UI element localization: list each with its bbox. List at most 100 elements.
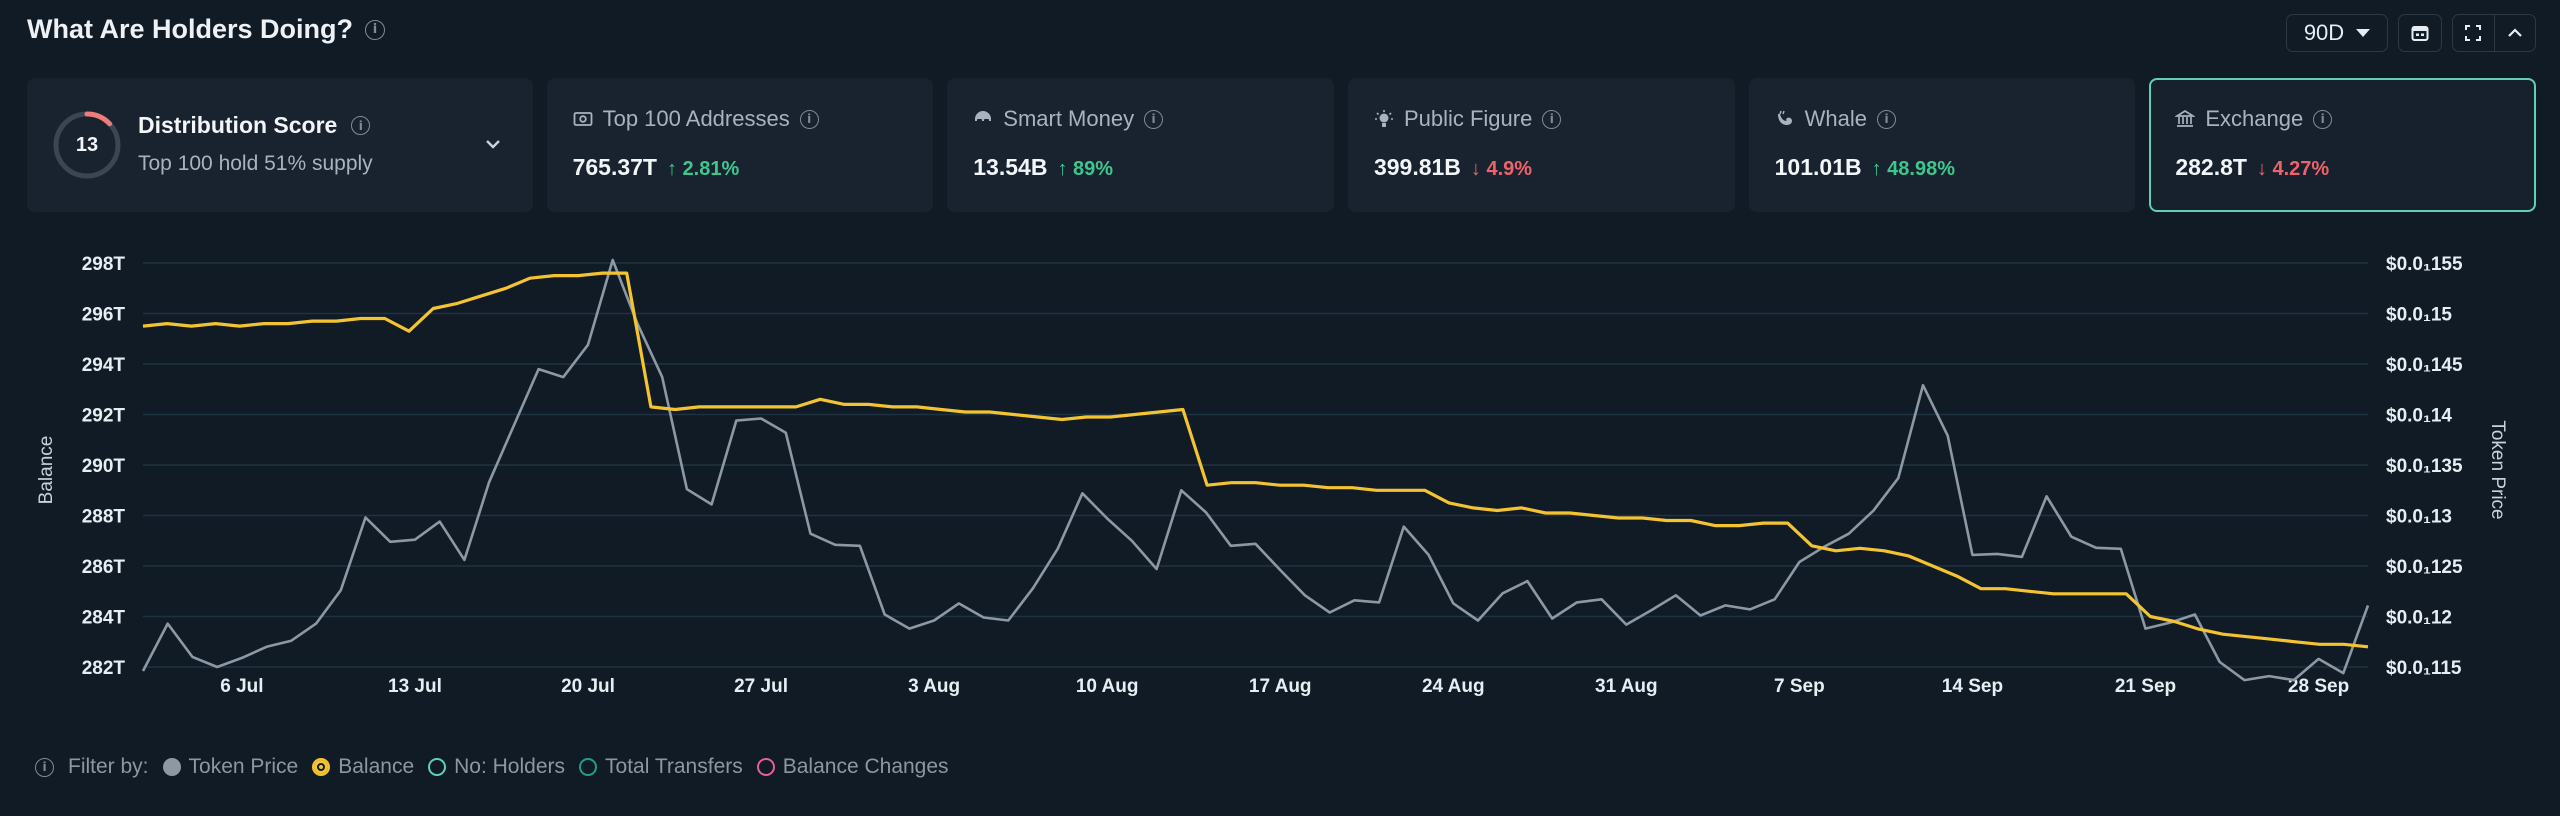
chart-controls: 90D: [2286, 14, 2536, 52]
change-down: ↓ 4.27%: [2257, 158, 2329, 181]
distribution-score-value: 13: [75, 133, 99, 156]
legend-item-balance-changes[interactable]: Balance Changes: [756, 755, 949, 779]
card-smart-money[interactable]: Smart Money i 13.54B ↑ 89%: [947, 78, 1334, 212]
y2-tick-label: $0.0₁15: [2386, 305, 2452, 326]
legend-item-balance[interactable]: Balance: [312, 755, 414, 779]
x-tick-label: 10 Aug: [1076, 676, 1139, 697]
info-icon[interactable]: i: [1144, 109, 1164, 129]
legend-item-no-holders[interactable]: No: Holders: [428, 755, 565, 779]
holder-cards: 13 Distribution Score i Top 100 hold 51%…: [27, 78, 2537, 212]
card-header: Smart Money i: [973, 106, 1308, 132]
legend-item-token-price[interactable]: Token Price: [162, 755, 299, 779]
x-tick-label: 17 Aug: [1249, 676, 1312, 697]
card-value-row: 399.81B ↓ 4.9%: [1374, 154, 1709, 181]
x-tick-label: 6 Jul: [220, 676, 263, 697]
y2-tick-label: $0.0₁155: [2386, 254, 2463, 275]
card-label: Smart Money: [1003, 106, 1135, 131]
calendar-icon: [2411, 26, 2429, 41]
chart-legend: i Filter by: Token Price Balance No: Hol…: [35, 755, 949, 779]
info-icon[interactable]: i: [35, 757, 54, 777]
legend-label: Token Price: [188, 755, 299, 778]
distribution-subtitle: Top 100 hold 51% supply: [138, 152, 373, 175]
y2-tick-label: $0.0₁115: [2386, 658, 2462, 679]
fullscreen-icon: [2465, 25, 2482, 41]
info-icon[interactable]: i: [799, 109, 819, 129]
card-change: 48.98%: [1887, 158, 1956, 180]
y-tick-label: 298T: [82, 254, 126, 275]
y2-tick-label: $0.0₁135: [2386, 456, 2463, 477]
y-tick-label: 284T: [82, 608, 126, 629]
change-down: ↓ 4.9%: [1471, 158, 1532, 181]
balance-chart[interactable]: 282T $0.0₁115 284T $0.0₁12 286T $0.0₁125 288T $…: [0, 230, 2560, 710]
y2-tick-label: $0.0₁13: [2386, 507, 2452, 528]
legend-label: Balance Changes: [782, 755, 949, 778]
card-header: Whale i: [1775, 106, 2110, 132]
legend-dot: [756, 758, 775, 776]
legend-dot: [312, 758, 331, 776]
x-tick-label: 13 Jul: [388, 676, 442, 697]
info-icon[interactable]: i: [1542, 109, 1562, 129]
whale-icon: [1777, 110, 1792, 125]
y2-tick-label: $0.0₁14: [2386, 406, 2452, 427]
page-title: What Are Holders Doing?: [27, 14, 354, 44]
bank-note-icon: [573, 112, 592, 126]
y-tick-label: 290T: [82, 456, 126, 477]
info-icon[interactable]: i: [351, 116, 371, 135]
card-value-row: 101.01B ↑ 48.98%: [1775, 154, 2110, 181]
period-dropdown[interactable]: 90D: [2286, 14, 2388, 52]
chevron-down-icon[interactable]: [483, 134, 503, 154]
card-exchange[interactable]: Exchange i 282.8T ↓ 4.27%: [2149, 78, 2537, 212]
y-tick-label: 286T: [82, 557, 126, 578]
caret-down-icon: [2356, 29, 2371, 37]
exchange-bank-icon: [2175, 109, 2196, 127]
distribution-title: Distribution Score: [138, 112, 338, 138]
card-whale[interactable]: Whale i 101.01B ↑ 48.98%: [1748, 78, 2136, 212]
series-line-token-price: [141, 258, 2370, 682]
legend-item-total-transfers[interactable]: Total Transfers: [579, 755, 743, 779]
distribution-text: Distribution Score i Top 100 hold 51% su…: [138, 112, 373, 176]
chart-svg[interactable]: 282T $0.0₁115 284T $0.0₁12 286T $0.0₁125 288T $…: [0, 230, 2560, 710]
legend-label: No: Holders: [454, 755, 566, 778]
change-up: ↑ 48.98%: [1872, 158, 1955, 181]
card-value-row: 282.8T ↓ 4.27%: [2175, 154, 2510, 181]
y-axis-title: Balance: [36, 436, 57, 505]
collapse-button[interactable]: [2495, 15, 2536, 51]
x-tick-label: 20 Jul: [561, 676, 615, 697]
info-icon[interactable]: i: [365, 19, 386, 40]
legend-dot: [579, 758, 598, 776]
filter-label: Filter by:: [68, 755, 149, 778]
y-tick-label: 288T: [82, 507, 126, 528]
y2-tick-label: $0.0₁125: [2386, 557, 2463, 578]
card-value: 101.01B: [1774, 154, 1862, 180]
public-figure-icon: [1374, 110, 1393, 127]
x-tick-label: 31 Aug: [1595, 676, 1658, 697]
x-tick-label: 3 Aug: [908, 676, 960, 697]
view-controls: [2452, 14, 2536, 52]
y-tick-label: 294T: [82, 355, 126, 376]
x-tick-label: 24 Aug: [1422, 676, 1485, 697]
card-header: Exchange i: [2175, 106, 2510, 132]
info-icon[interactable]: i: [1877, 109, 1896, 129]
distribution-score-card[interactable]: 13 Distribution Score i Top 100 hold 51%…: [27, 78, 533, 212]
header: What Are Holders Doing? i: [27, 14, 386, 45]
fullscreen-button[interactable]: [2453, 15, 2495, 51]
y-tick-label: 296T: [82, 305, 126, 326]
calendar-button[interactable]: [2398, 14, 2442, 52]
card-public-figure[interactable]: Public Figure i 399.81B ↓ 4.9%: [1347, 78, 1735, 212]
card-change: 4.27%: [2272, 158, 2330, 180]
change-up: ↑ 2.81%: [667, 158, 739, 181]
y-tick-label: 282T: [82, 658, 126, 679]
card-header: Top 100 Addresses i: [573, 106, 908, 132]
info-icon[interactable]: i: [2313, 109, 2333, 129]
y2-tick-label: $0.0₁145: [2386, 355, 2463, 376]
arrow-up-icon: ↑: [1057, 158, 1068, 180]
arrow-up-icon: ↑: [666, 158, 677, 180]
arrow-down-icon: ↓: [1470, 158, 1481, 180]
card-value: 765.37T: [572, 154, 657, 180]
y-tick-label: 292T: [82, 406, 126, 427]
legend-label: Total Transfers: [605, 755, 743, 778]
card-value-row: 13.54B ↑ 89%: [973, 154, 1308, 181]
chevron-up-icon: [2507, 28, 2522, 37]
card-top-100-addresses[interactable]: Top 100 Addresses i 765.37T ↑ 2.81%: [546, 78, 934, 212]
score-ring: [53, 111, 121, 179]
